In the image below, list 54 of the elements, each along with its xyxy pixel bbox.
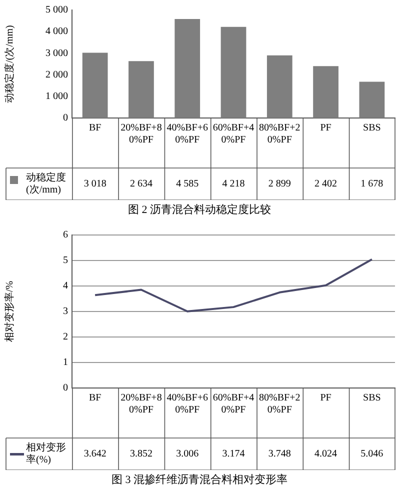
y-tick-label: 5: [63, 255, 68, 266]
bar: [82, 52, 108, 118]
data-label: 2 899: [268, 178, 291, 190]
y-tick-label: 2: [63, 332, 68, 343]
y-tick-label: 4 000: [46, 26, 68, 38]
x-tick-label: PF: [320, 392, 332, 404]
data-label: 4 218: [222, 178, 245, 190]
data-label: 4.024: [314, 448, 338, 460]
data-label: 5.046: [360, 448, 384, 460]
bar: [359, 82, 385, 118]
y-tick-label: 3 000: [46, 48, 68, 59]
x-tick-label: SBS: [363, 392, 381, 404]
data-label: 3.748: [268, 448, 291, 460]
x-tick-label: BF: [88, 392, 102, 404]
bar: [220, 26, 246, 118]
bar: [174, 18, 200, 118]
text: 图 2 沥青混合料动稳定度比较: [127, 202, 272, 217]
x-tick-label: 40%BF+60%PF: [166, 122, 208, 146]
data-label: 3.852: [130, 448, 152, 460]
x-tick-label: 40%BF+60%PF: [166, 392, 208, 416]
data-label: 2 634: [130, 178, 152, 190]
bar: [266, 55, 292, 118]
y-axis-title: 动稳定度/(次/mm): [4, 25, 16, 103]
x-tick-label: 80%BF+20%PF: [259, 122, 300, 146]
y-tick-label: 0: [63, 382, 68, 394]
y-tick-label: 5 000: [46, 4, 68, 16]
x-tick-label: 60%BF+40%PF: [212, 392, 254, 416]
x-tick-label: 20%BF+80%PF: [120, 122, 162, 146]
x-tick-label: BF: [88, 122, 102, 134]
x-tick-label: PF: [320, 122, 332, 134]
data-label: 1 678: [360, 178, 384, 190]
data-label: 3 018: [84, 178, 106, 190]
y-tick-label: 1: [63, 357, 68, 368]
x-tick-label: SBS: [363, 122, 381, 134]
text: 图 3 混掺纤维沥青混合料相对变形率: [110, 472, 288, 487]
bar: [313, 66, 338, 118]
data-label: 2 402: [314, 178, 338, 190]
y-tick-label: 3: [63, 306, 68, 318]
y-axis-title: 相对变形率/%: [4, 280, 16, 342]
y-tick-label: 4: [63, 280, 68, 292]
data-label: 3.642: [84, 448, 106, 460]
legend-label: 相对变形率(%): [26, 442, 66, 466]
y-tick-label: 2 000: [46, 69, 68, 80]
y-tick-label: 6: [63, 230, 68, 241]
data-label: 4 585: [176, 178, 199, 190]
x-tick-label: 60%BF+40%PF: [212, 122, 254, 146]
x-tick-label: 80%BF+20%PF: [259, 392, 300, 416]
y-tick-label: 1 000: [46, 91, 68, 102]
legend-label: 动稳定度(次/mm): [26, 172, 66, 196]
data-label: 3.006: [176, 448, 199, 460]
x-tick-label: 20%BF+80%PF: [120, 392, 162, 416]
bar: [128, 61, 154, 118]
y-tick-label: 0: [63, 112, 68, 124]
data-label: 3.174: [222, 448, 245, 460]
